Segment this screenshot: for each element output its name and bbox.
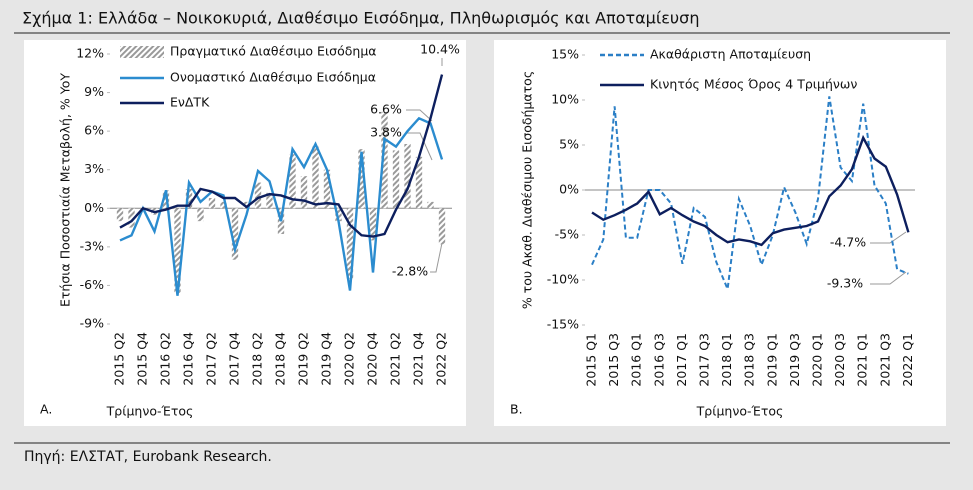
legend-label: ΕνΔΤΚ xyxy=(170,95,210,110)
x-tick-label: 2019 Q1 xyxy=(764,333,779,387)
x-tick-label: 2022 Q1 xyxy=(900,333,915,387)
y-tick-label: 0% xyxy=(559,182,579,197)
x-tick-label: 2017 Q4 xyxy=(227,332,242,386)
x-tick-label: 2022 Q2 xyxy=(434,332,449,386)
x-tick-label: 2017 Q3 xyxy=(697,333,712,387)
y-tick-label: 10% xyxy=(551,92,579,107)
legend-label: Ακαθάριστη Αποταμίευση xyxy=(650,47,811,62)
annotation: -9.3% xyxy=(827,276,863,291)
bar xyxy=(392,150,400,209)
x-axis-label: Τρίμηνο-Έτος xyxy=(106,404,194,419)
x-tick-label: 2015 Q4 xyxy=(135,332,150,386)
bar xyxy=(220,201,227,209)
series-line xyxy=(591,96,909,293)
x-tick-label: 2021 Q1 xyxy=(855,333,870,387)
x-tick-label: 2016 Q1 xyxy=(629,333,644,387)
bar xyxy=(369,208,377,241)
y-tick-label: -3% xyxy=(80,238,104,253)
bar xyxy=(438,208,446,245)
x-tick-label: 2018 Q4 xyxy=(273,332,288,386)
leaders xyxy=(406,58,907,285)
bar xyxy=(289,154,296,209)
x-tick-label: 2018 Q2 xyxy=(250,332,265,386)
panel-label: A. xyxy=(40,402,52,417)
x-tick-label: 2020 Q3 xyxy=(832,333,847,387)
bar xyxy=(231,208,239,260)
y-axis-label: Ετήσια Ποσοστιαία Μεταβολή, % YoY xyxy=(58,73,73,307)
bar xyxy=(254,182,262,209)
bar xyxy=(323,169,331,209)
annotation: -4.7% xyxy=(830,235,866,250)
bar xyxy=(427,201,434,209)
x-tick-label: 2020 Q2 xyxy=(342,332,357,386)
x-tick-label: 2016 Q3 xyxy=(651,333,666,387)
bar xyxy=(243,201,250,209)
bar xyxy=(185,189,193,209)
y-tick-label: 3% xyxy=(84,161,104,176)
legend-label: Κινητός Μέσος Όρος 4 Τριμήνων xyxy=(650,77,857,92)
x-tick-label: 2019 Q3 xyxy=(787,333,802,387)
bar xyxy=(358,149,365,209)
y-tick-label: 6% xyxy=(84,123,104,138)
x-tick-label: 2015 Q3 xyxy=(606,333,621,387)
x-tick-label: 2021 Q2 xyxy=(388,332,403,386)
x-tick-label: 2018 Q3 xyxy=(742,333,757,387)
panel-b xyxy=(494,40,946,426)
y-tick-label: -10% xyxy=(547,272,579,287)
legend-swatch xyxy=(120,46,164,58)
panel-a xyxy=(24,40,466,426)
x-tick-label: 2015 Q2 xyxy=(112,332,127,386)
x-tick-label: 2015 Q1 xyxy=(584,333,599,387)
y-tick-label: 9% xyxy=(84,84,104,99)
bar xyxy=(415,156,423,209)
source: Πηγή: ΕΛΣΤΑΤ, Eurobank Research. xyxy=(24,449,272,465)
y-tick-label: 15% xyxy=(551,47,579,62)
bar xyxy=(174,208,181,294)
legend-label: Ονομαστικό Διαθέσιμο Εισόδημα xyxy=(170,70,376,85)
y-tick-label: 0% xyxy=(84,200,104,215)
y-tick-label: -9% xyxy=(80,316,104,331)
y-axis-label: % του Ακαθ. Διαθέσιμου Εισοδήματος xyxy=(520,71,535,309)
bar xyxy=(312,146,319,209)
bar xyxy=(116,208,124,222)
y-tick-label: -5% xyxy=(555,227,579,242)
series-line xyxy=(119,74,444,238)
y-tick-label: 5% xyxy=(559,137,579,152)
x-tick-label: 2021 Q4 xyxy=(411,332,426,386)
x-tick-label: 2018 Q1 xyxy=(719,333,734,387)
x-tick-label: 2019 Q4 xyxy=(319,332,334,386)
bar xyxy=(300,176,308,209)
x-tick-label: 2016 Q2 xyxy=(158,332,173,386)
bar xyxy=(346,208,354,279)
bar xyxy=(335,208,342,222)
bar xyxy=(404,144,411,209)
annotation: 6.6% xyxy=(370,102,402,117)
y-tick-label: -15% xyxy=(547,317,579,332)
x-tick-label: 2017 Q1 xyxy=(674,333,689,387)
y-tick-label: 12% xyxy=(76,46,104,61)
bar xyxy=(197,208,204,222)
x-tick-label: 2016 Q4 xyxy=(181,332,196,386)
bar xyxy=(381,111,388,209)
legend-label: Πραγματικό Διαθέσιμο Εισόδημα xyxy=(170,44,377,59)
bar xyxy=(208,198,216,209)
x-tick-label: 2020 Q1 xyxy=(810,333,825,387)
y-tick-label: -6% xyxy=(80,277,104,292)
x-axis-label: Τρίμηνο-Έτος xyxy=(696,404,784,419)
bar xyxy=(128,208,135,228)
panel-label: B. xyxy=(510,402,523,417)
x-tick-label: 2019 Q2 xyxy=(296,332,311,386)
figure-title: Σχήμα 1: Ελλάδα – Νοικοκυριά, Διαθέσιμο … xyxy=(22,9,699,28)
annotation: 3.8% xyxy=(370,125,402,140)
x-tick-label: 2017 Q2 xyxy=(204,332,219,386)
series-line xyxy=(119,116,444,296)
annotation: 10.4% xyxy=(420,42,460,57)
x-tick-label: 2020 Q4 xyxy=(365,332,380,386)
series-line xyxy=(591,134,910,247)
annotation: -2.8% xyxy=(392,264,428,279)
bar xyxy=(266,192,273,209)
x-tick-label: 2021 Q3 xyxy=(877,333,892,387)
